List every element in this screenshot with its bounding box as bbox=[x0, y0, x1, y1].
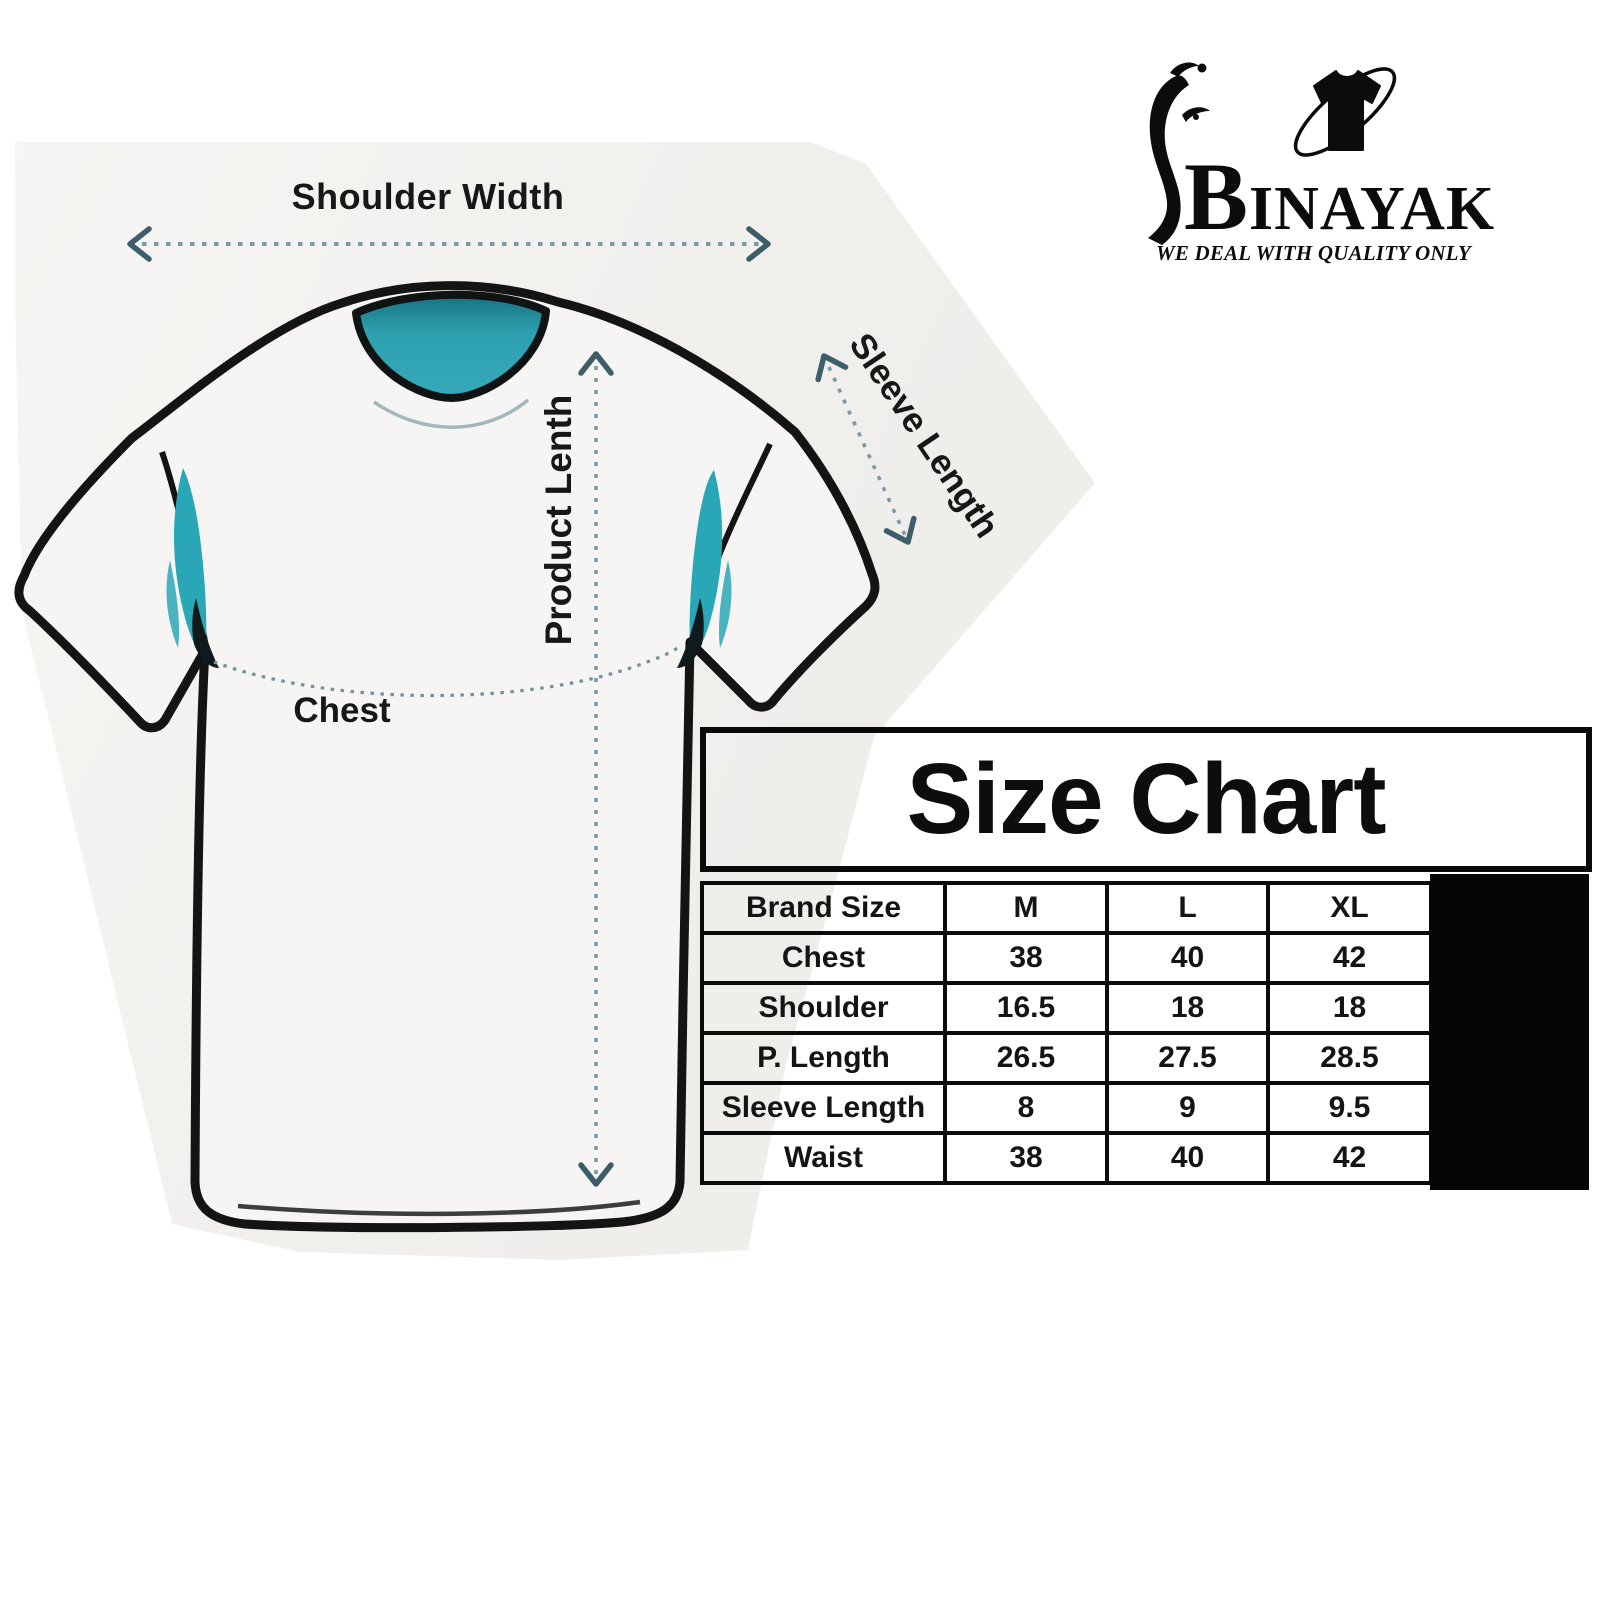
brand-logo: BINAYAK WE DEAL WITH QUALITY ONLY bbox=[1108, 50, 1528, 280]
table-row-shoulder: Shoulder 16.5 18 18 bbox=[700, 981, 1433, 1035]
column-header-l: L bbox=[1105, 881, 1270, 935]
row-label: Waist bbox=[700, 1131, 947, 1185]
size-chart-title: Size Chart bbox=[906, 743, 1386, 855]
row-label: Sleeve Length bbox=[700, 1081, 947, 1135]
tshirt-orbit-icon bbox=[1293, 67, 1397, 157]
column-header-brand-size: Brand Size bbox=[700, 881, 947, 935]
cell-value: 8 bbox=[943, 1081, 1109, 1135]
table-row-chest: Chest 38 40 42 bbox=[700, 931, 1433, 985]
black-bar-decoration bbox=[1430, 874, 1589, 1190]
table-header-row: Brand Size M L XL bbox=[700, 881, 1433, 935]
cell-value: 18 bbox=[1266, 981, 1433, 1035]
row-label: Chest bbox=[700, 931, 947, 985]
cell-value: 16.5 bbox=[943, 981, 1109, 1035]
table-row-p-length: P. Length 26.5 27.5 28.5 bbox=[700, 1031, 1433, 1085]
collar-under-line bbox=[373, 398, 530, 429]
cell-value: 9.5 bbox=[1266, 1081, 1433, 1135]
cell-value: 27.5 bbox=[1105, 1031, 1270, 1085]
shoulder-width-label: Shoulder Width bbox=[291, 176, 565, 217]
right-underarm-shadow bbox=[677, 598, 704, 668]
collar bbox=[352, 290, 550, 402]
product-length-label: Product Lenth bbox=[538, 394, 579, 646]
row-label: Shoulder bbox=[700, 981, 947, 1035]
chest-measure-curve bbox=[213, 643, 683, 698]
cell-value: 38 bbox=[943, 931, 1109, 985]
hem-stitch-line bbox=[237, 1199, 641, 1217]
left-underarm-accent-flame bbox=[166, 560, 180, 648]
ganesha-swirl-icon bbox=[1148, 62, 1210, 246]
cell-value: 42 bbox=[1266, 1131, 1433, 1185]
size-chart-title-box: Size Chart bbox=[700, 727, 1592, 872]
sleeve-length-arrow bbox=[815, 353, 917, 545]
cell-value: 40 bbox=[1105, 1131, 1270, 1185]
cell-value: 9 bbox=[1105, 1081, 1270, 1135]
cell-value: 38 bbox=[943, 1131, 1109, 1185]
cell-value: 42 bbox=[1266, 931, 1433, 985]
chest-label: Chest bbox=[293, 691, 391, 730]
table-row-sleeve-length: Sleeve Length 8 9 9.5 bbox=[700, 1081, 1433, 1135]
left-underarm-shadow bbox=[192, 598, 219, 668]
brand-tagline: WE DEAL WITH QUALITY ONLY bbox=[1156, 241, 1471, 265]
size-chart-table: Brand Size M L XL Chest 38 40 42 Shoulde… bbox=[700, 881, 1433, 1185]
column-header-xl: XL bbox=[1266, 881, 1433, 935]
right-underarm-accent-flame bbox=[718, 560, 732, 648]
brand-name: BINAYAK bbox=[1184, 143, 1496, 250]
cell-value: 18 bbox=[1105, 981, 1270, 1035]
cell-value: 40 bbox=[1105, 931, 1270, 985]
cell-value: 26.5 bbox=[943, 1031, 1109, 1085]
cell-value: 28.5 bbox=[1266, 1031, 1433, 1085]
table-row-waist: Waist 38 40 42 bbox=[700, 1131, 1433, 1185]
row-label: P. Length bbox=[700, 1031, 947, 1085]
column-header-m: M bbox=[943, 881, 1109, 935]
